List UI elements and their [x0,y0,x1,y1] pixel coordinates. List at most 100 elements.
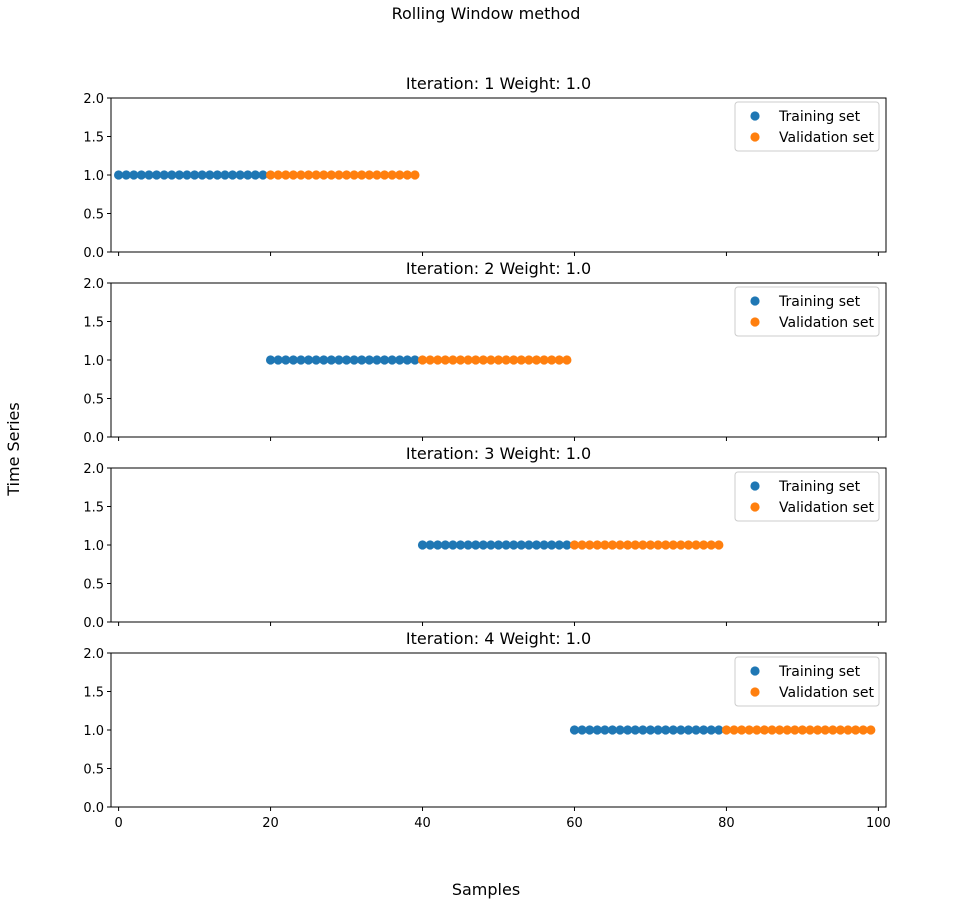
train-point [691,725,701,735]
y-axis-label: Time Series [4,402,23,496]
validation-point [501,355,511,365]
validation-point [615,540,625,550]
validation-point [303,170,314,180]
train-point [212,170,222,180]
train-point [364,355,374,365]
train-point [478,540,488,550]
subplot-4: Iteration: 4 Weight: 1.0 0.0 0.5 1.0 1.5 2.0 0… [83,629,891,831]
train-point [410,355,420,365]
train-point [341,355,352,365]
train-point [379,355,390,365]
train-point [174,170,184,180]
axes-frame [110,652,887,808]
validation-point [577,540,587,550]
y-tick-label: 1.5 [83,686,104,701]
train-point [319,355,329,365]
validation-point [691,540,701,550]
legend-label-validation: Validation set [779,130,874,146]
train-point [607,725,618,735]
validation-point [630,540,640,550]
validation-point [858,725,868,735]
train-point [448,540,458,550]
train-point [455,540,466,550]
validation-point [729,725,739,735]
validation-point [379,170,390,180]
train-point [471,540,481,550]
y-tick-label: 0.5 [83,208,104,223]
train-point [372,355,382,365]
validation-point [752,725,762,735]
validation-point [311,170,321,180]
legend-label-validation: Validation set [779,500,874,516]
train-point [569,725,580,735]
train-point [539,540,549,550]
validation-point [402,170,412,180]
validation-point [759,725,770,735]
x-tick-label: 20 [262,816,279,831]
validation-point [516,355,526,365]
legend-box [734,471,880,522]
train-point [585,725,595,735]
train-point [121,170,131,180]
train-point [113,170,124,180]
train-point [144,170,154,180]
validation-point [471,355,481,365]
validation-point [524,355,534,365]
train-point [159,170,169,180]
validation-point [805,725,815,735]
train-point [554,540,564,550]
train-point [288,355,298,365]
train-point [653,725,663,735]
subplot-title: Iteration: 1 Weight: 1.0 [406,74,591,93]
validation-point [835,725,846,735]
validation-point [349,170,359,180]
train-point [600,725,610,735]
y-tick-label: 1.0 [83,354,104,369]
subplot-1: Iteration: 1 Weight: 1.0 0.0 0.5 1.0 1.5 2.0 T… [83,74,887,261]
validation-point [638,540,648,550]
train-point [547,540,557,550]
validation-point [387,170,397,180]
legend-label-validation: Validation set [779,685,874,701]
legend-marker-train [750,666,760,676]
train-point [311,355,321,365]
validation-point [433,355,443,365]
train-point [516,540,526,550]
train-point [714,725,724,735]
y-tick-label: 2.0 [83,647,104,662]
train-point [402,355,412,365]
validation-point [455,355,466,365]
train-point [387,355,397,365]
train-point [615,725,625,735]
train-point [509,540,519,550]
validation-point [828,725,838,735]
train-point [623,725,633,735]
y-tick-label: 0.5 [83,393,104,408]
y-tick-label: 0.0 [83,616,104,631]
validation-point [714,540,724,550]
validation-point [319,170,329,180]
validation-point [448,355,458,365]
y-tick-label: 1.5 [83,131,104,146]
y-tick-label: 0.0 [83,431,104,446]
validation-point [653,540,663,550]
validation-point [661,540,671,550]
legend-marker-train [750,296,760,306]
train-point [395,355,405,365]
x-tick-label: 40 [414,816,431,831]
train-point [425,540,435,550]
subplot-title: Iteration: 2 Weight: 1.0 [406,259,591,278]
validation-point [592,540,602,550]
y-tick-label: 2.0 [83,92,104,107]
train-point [683,725,694,735]
legend-marker-train [750,111,760,121]
train-point [129,170,139,180]
validation-point [737,725,747,735]
validation-point [478,355,488,365]
validation-point [357,170,367,180]
train-point [220,170,230,180]
subplot-3: Iteration: 3 Weight: 1.0 0.0 0.5 1.0 1.5 2.0 T… [83,444,887,631]
validation-point [607,540,618,550]
x-tick-label: 80 [718,816,735,831]
